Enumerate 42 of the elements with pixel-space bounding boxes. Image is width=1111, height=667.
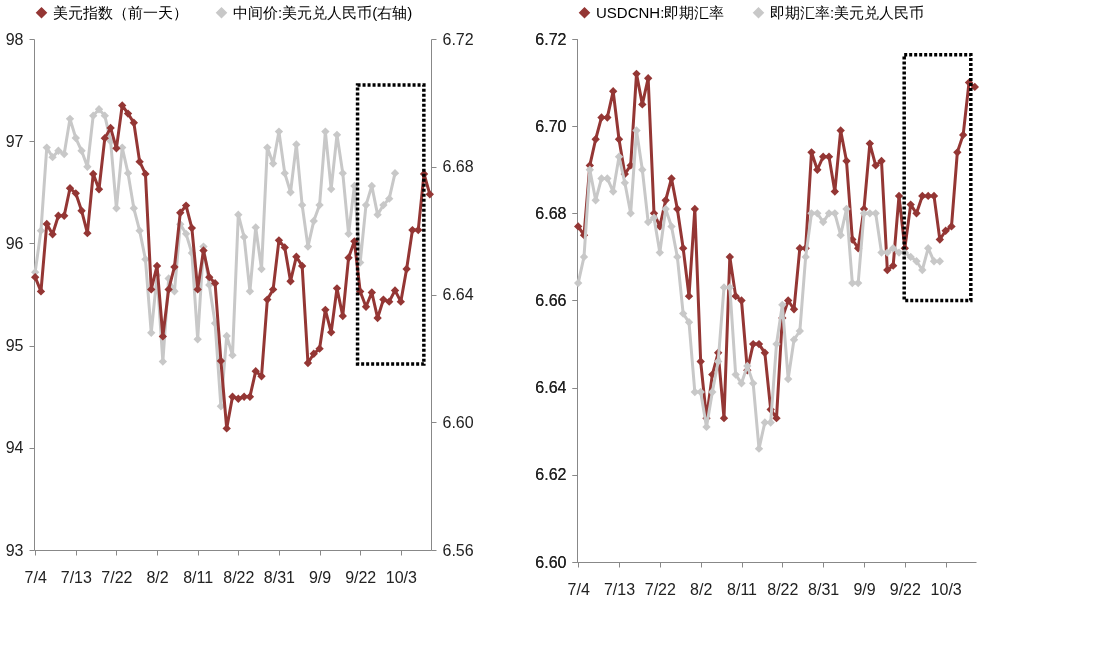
x-tick-label: 9/9 xyxy=(853,580,876,598)
y-tick-label: 6.70 xyxy=(535,117,567,135)
y-tick-label: 6.60 xyxy=(535,553,567,571)
y2-tick-label: 6.64 xyxy=(442,286,474,303)
legend-label: 中间价:美元兑人民币(右轴) xyxy=(233,3,413,21)
y2-tick-label: 6.60 xyxy=(442,413,474,431)
x-tick-label: 9/22 xyxy=(345,568,377,586)
x-tick-label: 10/3 xyxy=(930,580,962,598)
x-tick-label: 7/4 xyxy=(567,580,590,598)
x-tick-label: 7/22 xyxy=(644,580,677,598)
x-tick-label: 7/22 xyxy=(101,568,133,586)
y-tick-label: 6.64 xyxy=(535,379,567,397)
y-tick-label: 6.72 xyxy=(535,30,567,48)
x-tick-label: 8/22 xyxy=(223,568,255,586)
x-tick-label: 8/22 xyxy=(767,580,799,598)
legend-label: 美元指数（前一天） xyxy=(53,3,188,21)
y2-tick-label: 6.68 xyxy=(442,158,474,176)
x-tick-label: 9/22 xyxy=(889,580,922,598)
y2-tick-label: 6.56 xyxy=(442,541,474,559)
y-tick-label: 93 xyxy=(5,541,24,559)
x-tick-label: 7/13 xyxy=(603,580,636,598)
legend-label: 即期汇率:美元兑人民币 xyxy=(770,3,925,21)
y-tick-label: 95 xyxy=(5,337,24,355)
x-tick-label: 8/31 xyxy=(808,580,840,598)
y-tick-label: 94 xyxy=(5,439,24,457)
x-tick-label: 7/13 xyxy=(60,568,92,586)
y-tick-label: 6.62 xyxy=(535,466,567,484)
y2-tick-label: 6.72 xyxy=(442,30,474,48)
y-tick-label: 6.66 xyxy=(535,292,567,309)
y-tick-label: 96 xyxy=(5,234,24,252)
x-tick-label: 8/11 xyxy=(183,568,214,586)
y-tick-label: 6.68 xyxy=(535,204,567,222)
x-tick-label: 8/11 xyxy=(727,580,758,598)
x-tick-label: 8/2 xyxy=(690,580,713,598)
y-tick-label: 98 xyxy=(5,30,24,48)
x-tick-label: 9/9 xyxy=(308,568,332,586)
x-tick-label: 8/31 xyxy=(263,568,296,586)
x-tick-label: 10/3 xyxy=(385,568,417,586)
legend-label: USDCNH:即期汇率 xyxy=(596,3,725,21)
x-tick-label: 8/2 xyxy=(146,568,169,586)
x-tick-label: 7/4 xyxy=(24,568,47,586)
y-tick-label: 97 xyxy=(5,132,24,150)
